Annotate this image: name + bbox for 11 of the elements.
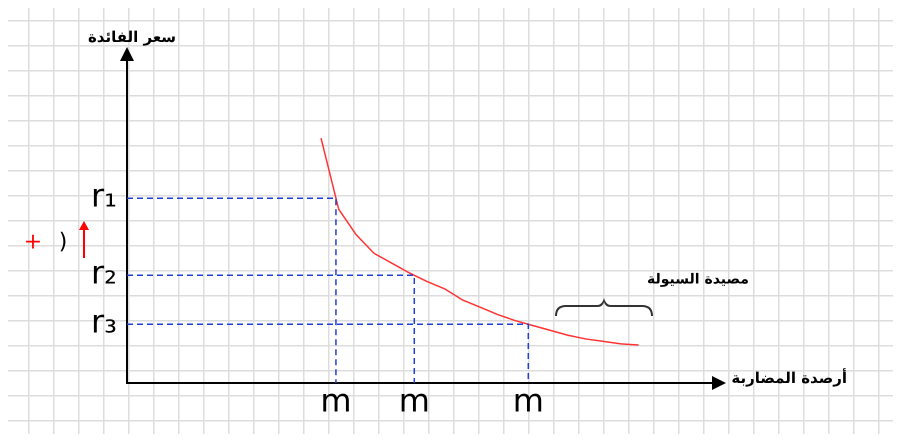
text: + bbox=[24, 230, 42, 255]
text: سعر الفائدة bbox=[88, 28, 176, 46]
ref-line-label: r₂ bbox=[91, 254, 117, 292]
annotation: m bbox=[320, 381, 352, 420]
text: أرصدة المضاربة bbox=[731, 368, 847, 387]
annotation: m bbox=[512, 381, 544, 420]
ref-line-label: r₁ bbox=[91, 176, 117, 215]
ref-line-label: r₃ bbox=[91, 302, 117, 341]
text: ) bbox=[58, 230, 68, 255]
annotation: m bbox=[398, 381, 430, 420]
annotation: مصيدة السيولة bbox=[647, 272, 749, 288]
